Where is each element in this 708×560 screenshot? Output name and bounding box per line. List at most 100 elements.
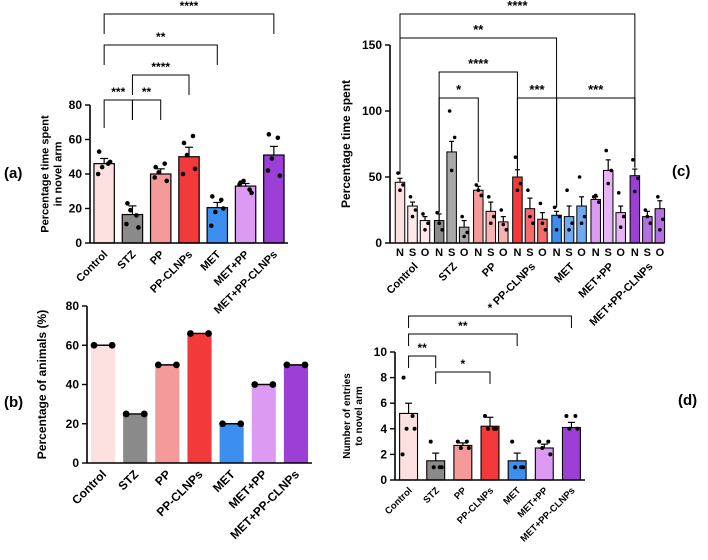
a-data-point bbox=[164, 178, 170, 184]
d-data-point bbox=[458, 446, 463, 450]
c-data-point bbox=[435, 210, 439, 215]
c-sig-label: *** bbox=[529, 82, 545, 97]
b-data-point bbox=[140, 410, 148, 418]
b-data-point bbox=[219, 420, 226, 428]
d-sig-label: * bbox=[461, 357, 466, 371]
d-data-point bbox=[567, 426, 572, 431]
b-bar-met+pp-clnps bbox=[283, 364, 308, 463]
c-data-point bbox=[609, 168, 614, 173]
a-data-point bbox=[241, 178, 246, 184]
c-data-point bbox=[486, 195, 491, 199]
b-data-point bbox=[205, 330, 212, 337]
d-xtick-label: STZ bbox=[421, 485, 442, 506]
b-data-point bbox=[283, 361, 291, 369]
b-ytick-label: 40 bbox=[66, 378, 80, 392]
c-data-point bbox=[528, 214, 532, 219]
b-bar-pp bbox=[155, 364, 180, 463]
c-sig-bracket bbox=[516, 97, 558, 208]
d-ylabel-line: to novel arm bbox=[354, 386, 365, 446]
c-data-point bbox=[554, 228, 559, 232]
c-ytick-label: 50 bbox=[369, 170, 383, 184]
c-xtick-label: STZ bbox=[437, 260, 460, 283]
c-arm-label: N bbox=[631, 247, 639, 259]
a-sig-label: ** bbox=[156, 30, 166, 44]
c-data-point bbox=[656, 195, 660, 199]
d-ylabel: Number of entriesto novel arm bbox=[342, 373, 365, 459]
d-sig-bracket bbox=[408, 333, 518, 346]
c-data-point bbox=[440, 228, 444, 232]
a-data-point bbox=[184, 152, 190, 158]
d-data-point bbox=[540, 446, 545, 450]
panel-label-c: (c) bbox=[672, 163, 690, 180]
panel-label-d: (d) bbox=[678, 392, 697, 409]
c-data-point bbox=[513, 155, 518, 159]
b-bar-control bbox=[91, 345, 116, 463]
d-data-point bbox=[573, 414, 578, 418]
c-bar-pp-clnps-n bbox=[512, 176, 523, 244]
d-data-point bbox=[404, 426, 409, 431]
c-arm-label: S bbox=[487, 247, 494, 259]
c-data-point bbox=[540, 221, 545, 225]
c-data-point bbox=[570, 221, 574, 225]
d-xtick-label: PP bbox=[452, 485, 469, 502]
d-xtick-label: Control bbox=[383, 485, 415, 517]
a-data-point bbox=[275, 135, 281, 141]
d-data-point bbox=[486, 426, 490, 431]
a-ytick-label: 80 bbox=[69, 98, 83, 112]
c-sig-label: *** bbox=[588, 82, 604, 97]
a-ylabel-line: in novel arm bbox=[53, 141, 65, 206]
c-data-point bbox=[633, 189, 637, 194]
a-data-point bbox=[162, 161, 168, 166]
a-data-point bbox=[212, 209, 218, 215]
c-data-point bbox=[398, 188, 402, 192]
c-sig-bracket bbox=[399, 13, 636, 175]
d-data-point bbox=[464, 439, 469, 444]
b-data-point bbox=[301, 361, 309, 369]
b-data-point bbox=[269, 381, 277, 388]
c-bar-met+pp-clnps-o bbox=[654, 208, 666, 244]
d-data-point bbox=[546, 439, 551, 444]
d-sig-label: ** bbox=[417, 341, 427, 355]
a-data-point bbox=[181, 140, 187, 146]
c-arm-label: N bbox=[592, 247, 600, 259]
panel-label-a: (a) bbox=[4, 165, 22, 182]
a-data-point bbox=[192, 166, 198, 172]
d-data-point bbox=[439, 465, 444, 470]
c-data-point bbox=[413, 208, 418, 212]
d-ytick-label: 8 bbox=[380, 371, 387, 385]
b-ylabel: Percentage of animals (%) bbox=[35, 310, 49, 459]
c-data-point bbox=[410, 214, 415, 219]
c-arm-label: N bbox=[553, 247, 561, 259]
a-data-point bbox=[208, 223, 214, 229]
d-ytick-label: 4 bbox=[380, 422, 387, 436]
d-data-point bbox=[428, 439, 433, 444]
a-xtick-label: PP bbox=[148, 249, 167, 268]
a-sig-bracket bbox=[131, 74, 190, 95]
c-data-point bbox=[499, 208, 504, 212]
c-data-point bbox=[621, 214, 626, 219]
b-data-point bbox=[122, 410, 130, 418]
c-data-point bbox=[423, 228, 427, 232]
c-bar-met+pp-clnps-n bbox=[629, 175, 641, 244]
d-data-point bbox=[513, 465, 518, 470]
c-xtick-label: PP bbox=[480, 261, 499, 280]
c-data-point bbox=[401, 183, 405, 187]
d-sig-bracket bbox=[408, 315, 572, 328]
c-sig-bracket bbox=[438, 97, 479, 213]
a-data-point bbox=[190, 133, 196, 139]
c-arm-label: O bbox=[656, 247, 665, 259]
c-data-point bbox=[518, 181, 523, 186]
a-data-point bbox=[237, 182, 242, 187]
c-sig-label: * bbox=[456, 82, 462, 97]
a-xtick-label: MET bbox=[198, 248, 223, 273]
c-ytick-label: 150 bbox=[362, 38, 382, 52]
d-sig-bracket bbox=[435, 371, 491, 384]
a-data-point bbox=[156, 169, 162, 175]
c-data-point bbox=[474, 183, 479, 187]
c-xtick-label: Control bbox=[384, 261, 420, 297]
c-bar-met+pp-n bbox=[590, 198, 601, 244]
d-sig-label: ** bbox=[458, 319, 468, 333]
b-bar-met+pp bbox=[251, 384, 276, 463]
c-xtick-label: MET bbox=[552, 260, 577, 285]
